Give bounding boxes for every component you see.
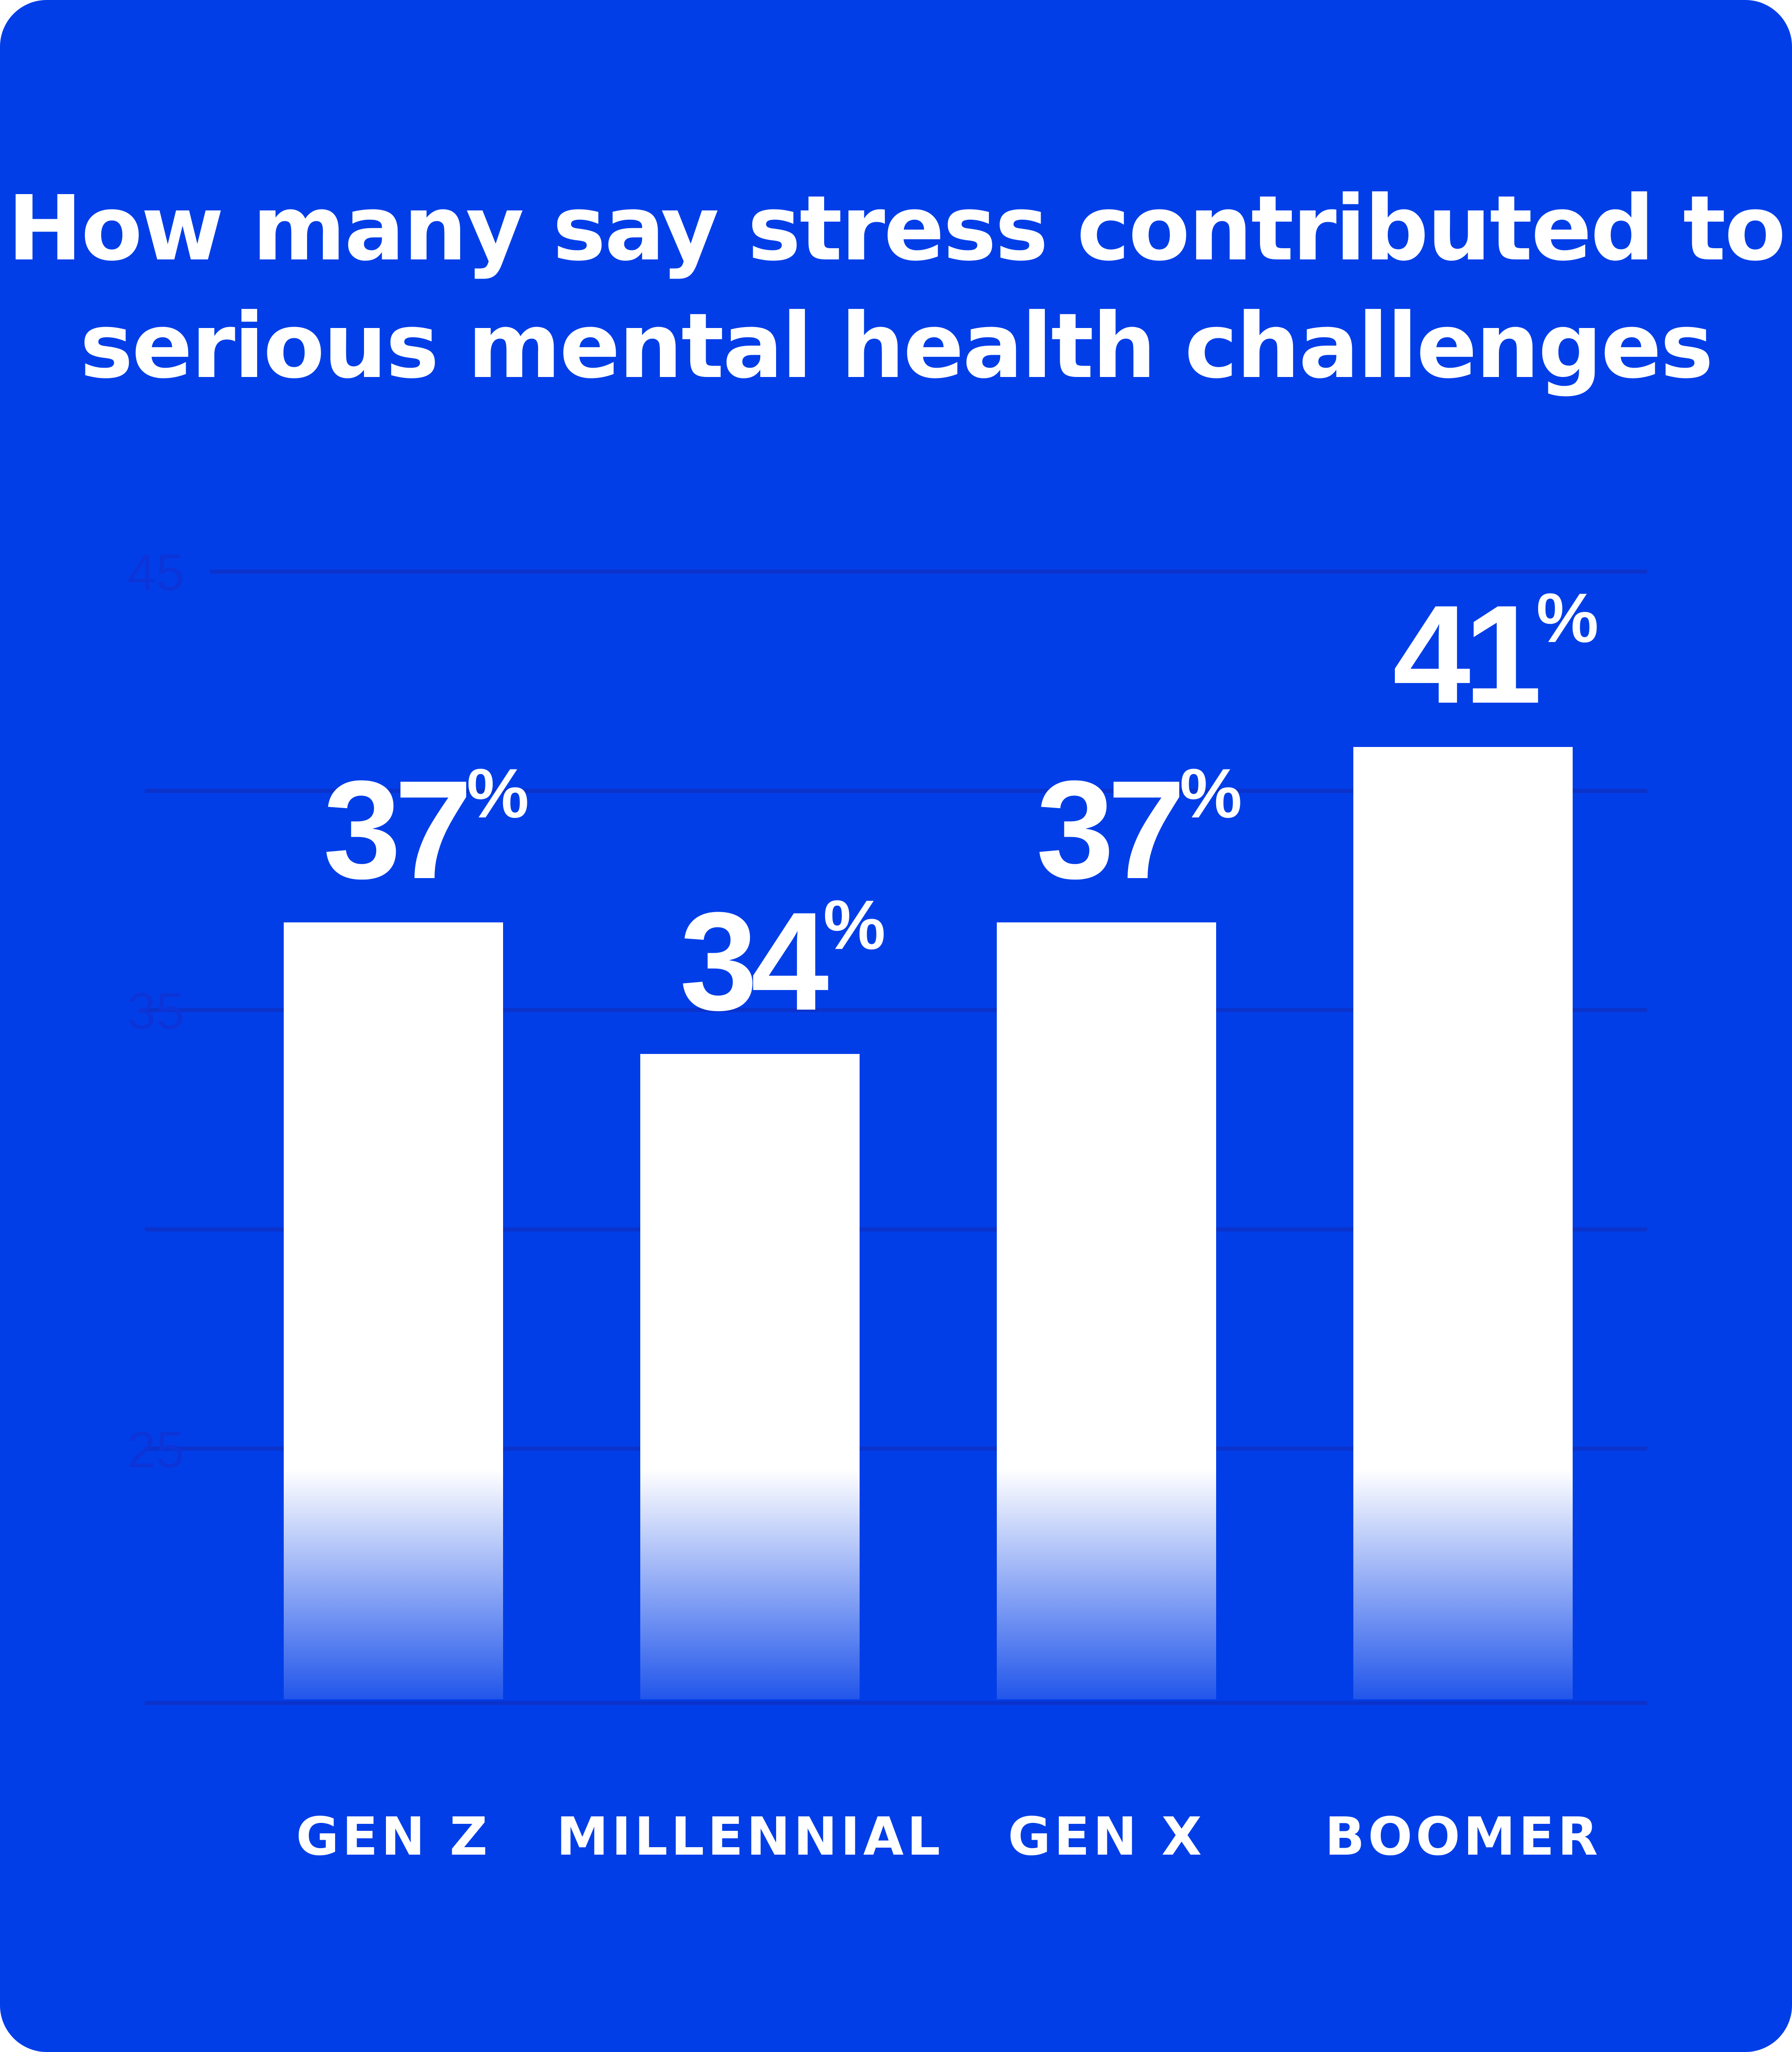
bar-gen-z <box>284 922 503 1699</box>
chart-title: How many say stress contributed to serio… <box>0 170 1792 405</box>
value-suffix: % <box>823 886 885 964</box>
bar-gen-x <box>997 922 1216 1699</box>
value-suffix: % <box>1180 754 1242 832</box>
value-number: 41 <box>1393 576 1538 733</box>
category-label-3: BOOMER <box>1325 1807 1601 1867</box>
value-label-3: 41% <box>1393 576 1598 733</box>
y-tick-label-25: 25 <box>127 1421 184 1479</box>
value-suffix: % <box>467 754 529 832</box>
value-number: 34 <box>679 883 830 1040</box>
value-label-1: 34% <box>679 883 885 1040</box>
chart-title-line-1: How many say stress contributed to <box>7 177 1786 281</box>
y-tick-label-35: 35 <box>127 983 184 1040</box>
category-labels: GEN Z MILLENNIAL GEN X BOOMER <box>296 1807 1601 1867</box>
category-label-0: GEN Z <box>296 1807 490 1867</box>
y-tick-label-45: 45 <box>127 544 184 601</box>
value-number: 37 <box>1036 751 1180 908</box>
category-label-1: MILLENNIAL <box>556 1807 944 1867</box>
bars <box>284 747 1573 1699</box>
value-labels: 37%34%37%41% <box>323 576 1598 1040</box>
y-axis-ticks: 45 35 25 <box>127 544 184 1479</box>
chart-title-line-2: serious mental health challenges <box>80 294 1714 398</box>
bar-boomer <box>1353 747 1573 1699</box>
value-number: 37 <box>323 751 467 908</box>
value-suffix: % <box>1536 579 1598 657</box>
value-label-0: 37% <box>323 751 529 908</box>
bar-millennial <box>640 1054 860 1699</box>
category-label-2: GEN X <box>1008 1807 1205 1867</box>
value-label-2: 37% <box>1036 751 1242 908</box>
